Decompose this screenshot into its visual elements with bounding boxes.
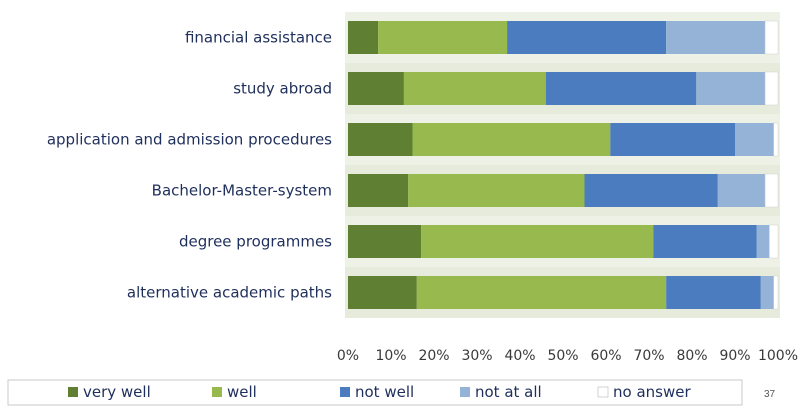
category-label: study abroad [233, 80, 332, 98]
bar-segment [348, 225, 422, 258]
bar-segment [403, 72, 546, 105]
bar-segment [717, 174, 766, 207]
category-labels: financial assistance study abroad applicat… [47, 29, 332, 302]
bar-segment [348, 174, 409, 207]
legend-label: not at all [475, 383, 542, 401]
legend-label: very well [83, 383, 151, 401]
x-tick-label: 40% [504, 348, 535, 364]
bar-segment [378, 21, 508, 54]
legend-label: well [227, 383, 257, 401]
legend-swatch [340, 387, 350, 397]
legend-swatch [68, 387, 78, 397]
category-label: application and admission procedures [47, 131, 332, 149]
x-tick-label: 10% [375, 348, 406, 364]
category-label: degree programmes [179, 233, 332, 251]
x-tick-label: 60% [590, 348, 621, 364]
bars-group [348, 20, 779, 310]
bar-segment [348, 21, 379, 54]
legend-label: not well [355, 383, 414, 401]
bar-segment [735, 123, 774, 156]
category-label: alternative academic paths [127, 284, 332, 302]
legend-swatch [597, 386, 609, 398]
bar-segment [412, 123, 611, 156]
bar-segment [408, 174, 585, 207]
bar-segment [764, 173, 779, 208]
bar-segment [348, 123, 413, 156]
x-tick-label: 70% [633, 348, 664, 364]
category-label: Bachelor-Master-system [152, 182, 332, 200]
x-tick-label: 30% [461, 348, 492, 364]
legend-box [7, 379, 743, 406]
bar-segment [756, 225, 770, 258]
bar-segment [348, 72, 404, 105]
bar-segment [666, 276, 761, 309]
bar-segment [773, 122, 779, 157]
bar-segment [769, 224, 779, 259]
x-tick-label: 80% [676, 348, 707, 364]
bar-segment [610, 123, 735, 156]
bar-segment [584, 174, 718, 207]
page-number: 37 [764, 389, 776, 400]
legend-label: no answer [613, 383, 691, 401]
bar-segment [764, 20, 779, 55]
x-tick-label: 90% [719, 348, 750, 364]
bar-segment [696, 72, 766, 105]
bar-segment [545, 72, 697, 105]
bar-segment [666, 21, 766, 54]
bar-segment [421, 225, 654, 258]
x-tick-label: 50% [547, 348, 578, 364]
bar-segment [416, 276, 667, 309]
bar-segment [760, 276, 774, 309]
legend-swatch [212, 387, 222, 397]
x-tick-label: 20% [418, 348, 449, 364]
legend: very well well not well not at all no answer [7, 379, 743, 406]
category-label: financial assistance [185, 29, 332, 47]
bar-segment [764, 71, 779, 106]
bar-segment [348, 276, 417, 309]
x-tick-label: 100% [758, 348, 798, 364]
legend-swatch [460, 387, 470, 397]
bar-segment [507, 21, 667, 54]
bar-segment [653, 225, 757, 258]
x-tick-label: 0% [337, 348, 359, 364]
bar-segment [773, 275, 779, 310]
x-axis-ticks: 0% 10% 20% 30% 40% 50% 60% 70% 80% 90% 100% [337, 348, 798, 364]
